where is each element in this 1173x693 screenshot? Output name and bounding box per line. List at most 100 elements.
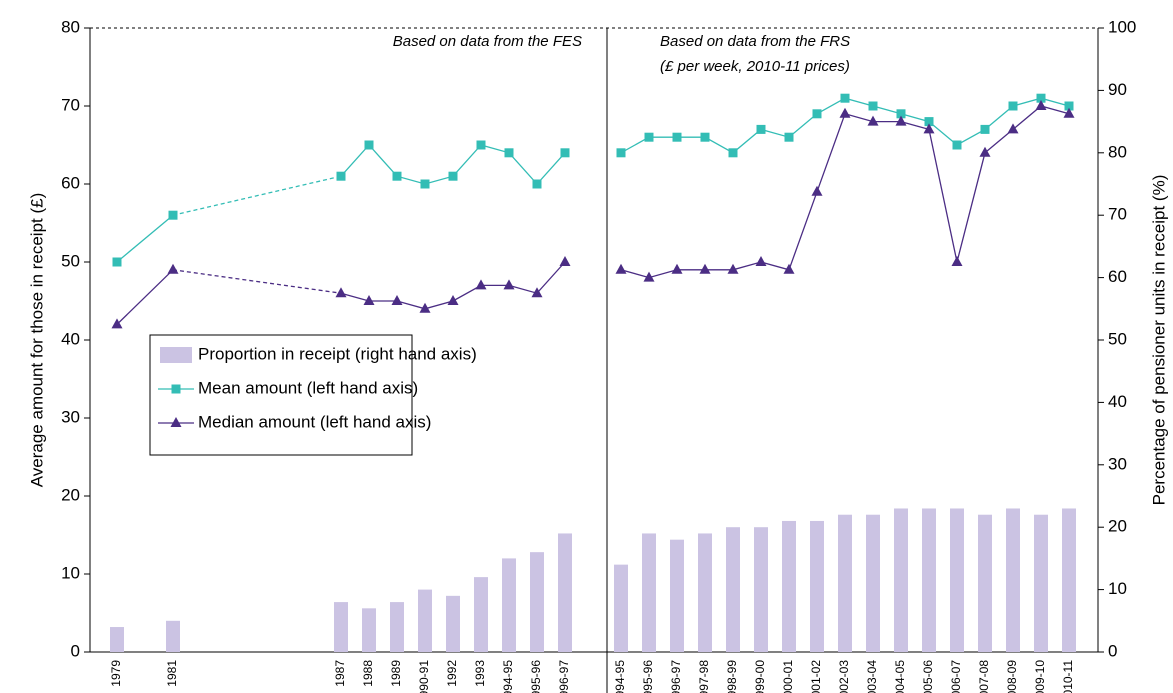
median-point [559, 256, 571, 266]
x-tick-label: 1998-99 [725, 660, 739, 693]
median-point [531, 287, 543, 298]
mean-point [392, 171, 402, 181]
y-tick-label: 80 [61, 17, 80, 36]
x-tick-label: 1988 [361, 660, 375, 687]
legend-box [149, 334, 413, 456]
line [620, 105, 1070, 279]
y2-tick-label: 0 [1108, 641, 1117, 660]
y2-tick-label: 60 [1108, 267, 1127, 286]
mean-point [896, 109, 906, 119]
median-point [111, 318, 123, 329]
legend-marker [171, 384, 181, 394]
y2-tick-label: 40 [1108, 392, 1127, 411]
bar [698, 533, 712, 652]
x-tick-label: 1979 [109, 660, 123, 687]
median-point [951, 256, 963, 266]
x-tick-label: 2002-03 [837, 660, 851, 693]
mean-point [840, 93, 850, 103]
mean-point [476, 140, 486, 150]
bar [614, 564, 628, 652]
mean-point [1064, 101, 1074, 111]
legend-label: Mean amount (left hand axis) [198, 378, 418, 397]
median-point [475, 279, 487, 290]
bar [838, 514, 852, 652]
x-tick-label: 1992 [445, 660, 459, 687]
bar [390, 602, 404, 652]
x-tick-label: 1994-95 [501, 660, 515, 693]
x-tick-label: 2006-07 [949, 660, 963, 693]
bar [754, 527, 768, 652]
median-point [167, 263, 179, 274]
annotation: Based on data from the FRS [660, 33, 850, 50]
x-tick-label: 1981 [165, 660, 179, 687]
y-tick-label: 70 [61, 95, 80, 114]
x-tick-label: 1997-98 [697, 660, 711, 693]
x-tick-label: 1994-95 [613, 660, 627, 693]
bar [502, 558, 516, 652]
x-tick-label: 2005-06 [921, 660, 935, 693]
line [116, 214, 174, 263]
mean-point [1008, 101, 1018, 111]
bar [558, 533, 572, 652]
mean-point [644, 132, 654, 142]
bar [922, 508, 936, 652]
bar [950, 508, 964, 652]
median-point [419, 302, 431, 313]
legend-label: Median amount (left hand axis) [198, 412, 431, 431]
legend-swatch [160, 347, 192, 363]
mean-point [784, 132, 794, 142]
bar [166, 620, 180, 652]
mean-point [532, 179, 542, 189]
bar [418, 589, 432, 652]
y-axis-title: Average amount for those in receipt (£) [27, 193, 46, 488]
median-point [895, 115, 907, 126]
mean-point [728, 148, 738, 158]
mean-point [504, 148, 514, 158]
y2-tick-label: 80 [1108, 142, 1127, 161]
y-tick-label: 0 [71, 641, 80, 660]
median-point [923, 123, 935, 134]
median-point [503, 279, 515, 290]
median-point [363, 295, 375, 305]
median-point [1007, 123, 1019, 134]
bar [362, 608, 376, 652]
median-point [391, 295, 403, 305]
x-tick-label: 2003-04 [865, 660, 879, 693]
y-tick-label: 60 [61, 173, 80, 192]
x-tick-label: 1996-97 [557, 660, 571, 693]
mean-point [560, 148, 570, 158]
bar [642, 533, 656, 652]
bar [894, 508, 908, 652]
line [620, 97, 1070, 154]
bar [1006, 508, 1020, 652]
bar [978, 514, 992, 652]
bar [446, 595, 460, 652]
y-tick-label: 20 [61, 485, 80, 504]
x-tick-label: 1995-96 [529, 660, 543, 693]
mean-point [952, 140, 962, 150]
mean-point [336, 171, 346, 181]
y2-axis-title: Percentage of pensioner units in receipt… [1149, 175, 1168, 506]
median-point [811, 185, 823, 196]
mean-point [980, 124, 990, 134]
legend-marker [170, 417, 182, 427]
median-point [671, 263, 683, 274]
x-tick-label: 1995-96 [641, 660, 655, 693]
mean-point [756, 124, 766, 134]
y2-tick-label: 70 [1108, 205, 1127, 224]
mean-point [448, 171, 458, 181]
bar [110, 627, 124, 652]
x-tick-label: 2007-08 [977, 660, 991, 693]
y2-tick-label: 100 [1108, 17, 1136, 36]
median-point [1063, 107, 1075, 118]
x-tick-label: 1993 [473, 660, 487, 687]
median-point [867, 115, 879, 126]
bar [1062, 508, 1076, 652]
median-point [783, 263, 795, 274]
mean-point [1036, 93, 1046, 103]
bar [670, 539, 684, 652]
median-point [447, 295, 459, 305]
y2-tick-label: 50 [1108, 329, 1127, 348]
x-tick-label: 2001-02 [809, 660, 823, 693]
